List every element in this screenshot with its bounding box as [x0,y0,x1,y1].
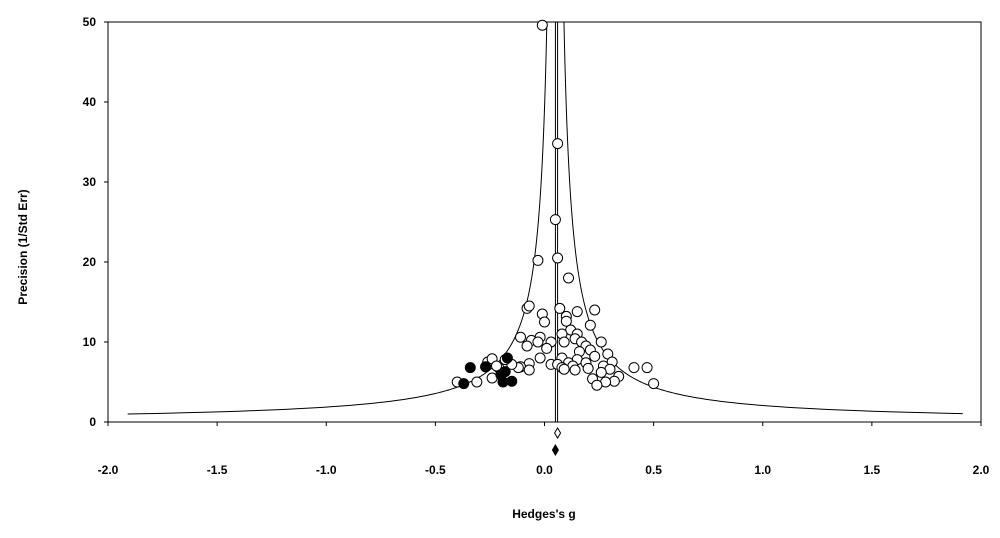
x-tick-label: 1.0 [754,463,771,477]
observed-study-point [584,319,596,331]
observed-study-point [563,272,575,284]
x-axis-title: Hedges's g [512,507,576,521]
observed-study-point [582,362,594,374]
funnel-lines [127,21,963,415]
observed-study-point [558,336,570,348]
x-tick-label: 1.5 [864,463,881,477]
observed-study-point [628,362,640,374]
y-axis-title: Precision (1/Std Err) [16,189,30,304]
observed-study-point [523,300,535,312]
observed-study-point [521,340,533,352]
observed-study-point [558,363,570,375]
study-points [451,19,660,391]
funnel-right-line [563,21,963,415]
observed-study-point [595,366,607,378]
imputed-study-point [480,361,492,373]
plot-area [107,21,982,423]
observed-study-point [552,138,564,150]
imputed-study-point [458,378,470,390]
observed-study-point [560,315,572,327]
observed-study-point [532,336,544,348]
summary-diamonds [551,427,562,456]
imputed-study-point [501,352,513,364]
observed-study-point [534,352,546,364]
observed-study-point [591,379,603,391]
observed-study-point [536,19,548,31]
funnel-left-line [127,21,548,415]
observed-study-point [490,360,502,372]
x-axis-ticks: -2.0 -1.5 -1.0 -0.5 0.0 0.5 1.0 1.5 2.0 [98,422,990,477]
y-tick-label: 0 [89,415,96,429]
observed-study-point [514,331,526,343]
x-tick-label: -1.0 [316,463,337,477]
y-tick-label: 50 [83,15,97,29]
observed-study-point [595,336,607,348]
observed-study-point [589,350,601,362]
x-tick-label: 0.0 [536,463,553,477]
observed-study-point [539,316,550,328]
x-tick-label: 2.0 [973,463,990,477]
x-tick-label: -2.0 [98,463,119,477]
adjusted-summary-diamond [551,444,559,456]
observed-study-point [648,378,660,390]
observed-study-point [523,364,535,376]
observed-study-point [571,306,583,318]
x-tick-label: -0.5 [425,463,446,477]
observed-study-point [549,214,561,226]
observed-study-point [541,342,553,354]
observed-study-point [554,302,566,314]
observed-study-point [532,254,544,266]
imputed-study-point [506,375,518,387]
x-tick-label: -1.5 [207,463,228,477]
observed-study-point [569,364,581,376]
observed-study-point [471,376,483,388]
observed-study-point [552,252,564,264]
observed-study-point [641,362,653,374]
y-tick-label: 30 [83,175,97,189]
imputed-study-point [464,362,476,374]
x-tick-label: 0.5 [645,463,662,477]
observed-summary-diamond [554,427,562,439]
y-tick-label: 40 [83,95,97,109]
y-tick-label: 20 [83,255,97,269]
y-tick-label: 10 [83,335,97,349]
y-axis-ticks: 0 10 20 30 40 50 [83,15,108,429]
observed-study-point [589,304,601,316]
